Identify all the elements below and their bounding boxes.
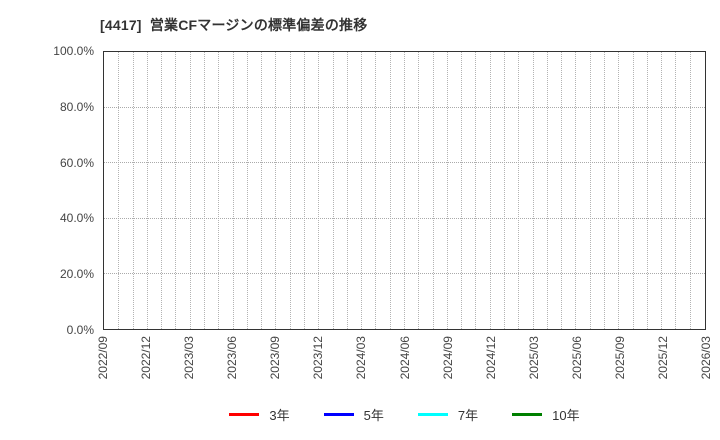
x-tick-label: 2023/06 bbox=[225, 336, 240, 380]
legend-line-icon bbox=[512, 412, 543, 416]
vertical-gridline bbox=[189, 52, 191, 329]
legend-line-icon bbox=[417, 412, 448, 416]
legend-item-7年: 7年 bbox=[417, 405, 479, 424]
x-tick-label: 2023/12 bbox=[311, 336, 326, 380]
vertical-gridline bbox=[146, 52, 148, 329]
horizontal-gridline bbox=[104, 217, 705, 219]
vertical-gridline bbox=[375, 52, 377, 329]
x-tick-label: 2025/09 bbox=[612, 336, 627, 380]
legend-label: 5年 bbox=[363, 407, 384, 423]
plot-area bbox=[103, 51, 706, 330]
vertical-gridline bbox=[175, 52, 177, 329]
vertical-gridline bbox=[161, 52, 163, 329]
x-tick-label: 2025/03 bbox=[526, 336, 541, 380]
x-tick-label: 2025/12 bbox=[655, 336, 670, 380]
y-tick-label: 80.0% bbox=[59, 99, 94, 114]
vertical-gridline bbox=[475, 52, 477, 329]
vertical-gridline bbox=[389, 52, 391, 329]
x-tick-label: 2025/06 bbox=[569, 336, 584, 380]
vertical-gridline bbox=[346, 52, 348, 329]
x-tick-label: 2024/03 bbox=[354, 336, 369, 380]
chart-title: [4417] 営業CFマージンの標準偏差の推移 bbox=[100, 17, 368, 33]
legend-label: 7年 bbox=[457, 407, 479, 423]
vertical-gridline bbox=[275, 52, 277, 329]
legend-label: 3年 bbox=[269, 407, 290, 423]
vertical-gridline bbox=[332, 52, 334, 329]
vertical-gridline bbox=[132, 52, 134, 329]
vertical-gridline bbox=[432, 52, 434, 329]
vertical-gridline bbox=[504, 52, 505, 329]
legend-line-icon bbox=[229, 412, 260, 416]
vertical-gridline bbox=[646, 52, 648, 329]
x-tick-label: 2026/03 bbox=[699, 336, 713, 380]
vertical-gridline bbox=[404, 52, 405, 329]
horizontal-gridline bbox=[104, 272, 705, 274]
vertical-gridline bbox=[289, 52, 291, 329]
vertical-gridline bbox=[361, 52, 363, 329]
vertical-gridline bbox=[218, 52, 220, 329]
vertical-gridline bbox=[118, 52, 120, 329]
vertical-gridline bbox=[589, 52, 591, 329]
legend-item-10年: 10年 bbox=[512, 405, 580, 424]
vertical-gridline bbox=[232, 52, 234, 329]
x-tick-label: 2023/09 bbox=[268, 336, 283, 380]
legend: 3年 5年 7年 10年 bbox=[103, 403, 706, 425]
vertical-gridline bbox=[661, 52, 663, 329]
y-tick-label: 40.0% bbox=[59, 211, 94, 226]
x-tick-label: 2024/09 bbox=[440, 336, 455, 380]
vertical-gridline bbox=[204, 52, 205, 329]
vertical-gridline bbox=[689, 52, 691, 329]
y-tick-label: 60.0% bbox=[59, 155, 94, 170]
vertical-gridline bbox=[318, 52, 320, 329]
y-tick-label: 0.0% bbox=[66, 323, 94, 337]
vertical-gridline bbox=[604, 52, 605, 329]
vertical-gridline bbox=[304, 52, 305, 329]
vertical-gridline bbox=[518, 52, 520, 329]
vertical-gridline bbox=[561, 52, 563, 329]
vertical-gridline bbox=[618, 52, 620, 329]
vertical-gridline bbox=[675, 52, 677, 329]
vertical-gridline bbox=[632, 52, 634, 329]
vertical-gridline bbox=[546, 52, 548, 329]
y-tick-label: 100.0% bbox=[53, 44, 94, 58]
legend-line-icon bbox=[323, 412, 354, 416]
legend-item-3年: 3年 bbox=[229, 405, 290, 424]
x-tick-label: 2024/12 bbox=[483, 336, 498, 380]
x-tick-label: 2022/09 bbox=[96, 336, 110, 380]
legend-item-5年: 5年 bbox=[323, 405, 384, 424]
legend-label: 10年 bbox=[552, 407, 580, 423]
horizontal-gridline bbox=[104, 162, 705, 164]
vertical-gridline bbox=[418, 52, 420, 329]
vertical-gridline bbox=[461, 52, 463, 329]
vertical-gridline bbox=[532, 52, 534, 329]
vertical-gridline bbox=[246, 52, 248, 329]
x-tick-label: 2024/06 bbox=[397, 336, 412, 380]
vertical-gridline bbox=[575, 52, 577, 329]
vertical-gridline bbox=[489, 52, 491, 329]
y-tick-label: 20.0% bbox=[59, 267, 94, 282]
x-tick-label: 2022/12 bbox=[139, 336, 154, 380]
vertical-gridline bbox=[261, 52, 263, 329]
horizontal-gridline bbox=[104, 107, 705, 109]
vertical-gridline bbox=[446, 52, 448, 329]
x-tick-label: 2023/03 bbox=[182, 336, 197, 380]
